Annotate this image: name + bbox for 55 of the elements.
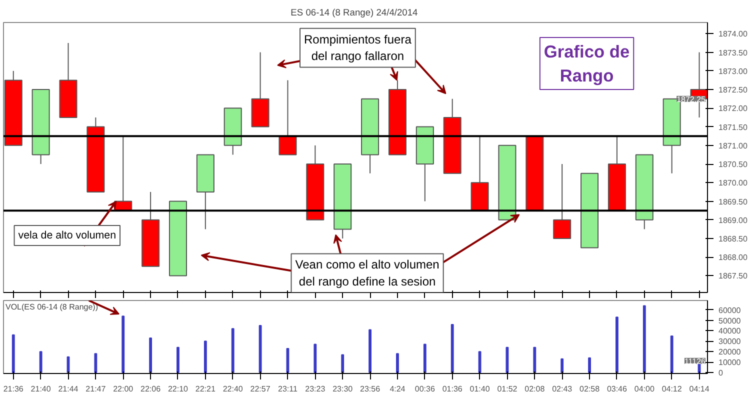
y-tick-label: 0	[718, 368, 724, 378]
y-tick-label: 1869.00	[718, 216, 748, 225]
y-tick-label: 1870.00	[718, 178, 748, 188]
x-tick-label: 22:00	[113, 384, 134, 394]
x-tick-label: 23:30	[332, 384, 354, 394]
x-tick-label: 04:12	[662, 384, 682, 394]
x-tick-label: 01:52	[497, 384, 518, 394]
x-tick-label: 23:23	[305, 384, 326, 394]
annotation: 1872.25	[676, 94, 706, 104]
y-tick-label: 1872.50	[718, 86, 748, 95]
y-tick-label: 30000	[718, 337, 742, 346]
x-tick-label: 22:40	[222, 384, 244, 394]
chart-title: VOL(ES 06-14 (8 Range))	[6, 302, 98, 312]
y-tick-label: 1867.50	[718, 272, 748, 281]
y-tick-label: 40000	[718, 326, 742, 336]
x-tick-label: 00:36	[414, 384, 436, 394]
x-tick-label: 22:10	[168, 384, 189, 394]
annotation: vela de alto volumen	[18, 230, 116, 242]
x-tick-label: 21:36	[3, 384, 24, 394]
x-tick-label: 22:06	[140, 384, 162, 394]
x-tick-label: 21:40	[30, 384, 52, 394]
y-tick-label: 1870.50	[718, 160, 748, 170]
y-tick-label: 60000	[718, 306, 742, 315]
y-tick-label: 1872.00	[718, 104, 748, 114]
y-tick-label: 1874.00	[718, 30, 748, 39]
x-tick-label: 22:21	[195, 384, 216, 394]
x-tick-label: 22:57	[250, 384, 271, 394]
y-tick-label: 1868.00	[718, 253, 748, 262]
y-tick-label: 10000	[718, 358, 742, 368]
x-tick-label: 02:58	[580, 384, 600, 394]
y-tick-label: 1868.50	[718, 234, 748, 244]
x-tick-label: 21:47	[86, 384, 106, 394]
y-tick-label: 1871.50	[718, 122, 748, 132]
x-tick-label: 23:56	[360, 384, 381, 394]
y-tick-label: 20000	[718, 348, 742, 357]
annotation: 11126	[684, 356, 706, 366]
x-tick-label: 04:14	[689, 384, 710, 394]
x-tick-label: 02:43	[552, 384, 573, 394]
annotation: Rompimientos fuera del rango fallaron	[304, 32, 412, 64]
x-tick-label: 02:08	[524, 384, 546, 394]
y-tick-label: 1869.50	[718, 197, 748, 206]
x-tick-label: 23:11	[278, 384, 298, 394]
x-tick-label: 01:36	[442, 384, 463, 394]
annotation: Vean como el alto volumen del rango define la sesion	[295, 258, 440, 289]
x-tick-label: 04:00	[634, 384, 655, 394]
y-tick-label: 50000	[718, 316, 742, 326]
y-tick-label: 1871.00	[718, 141, 748, 150]
x-tick-label: 4:24	[390, 384, 406, 394]
x-tick-label: 21:44	[58, 384, 79, 394]
x-tick-label: 03:46	[606, 384, 628, 394]
chart-title: ES 06-14 (8 Range) 24/4/2014	[290, 8, 418, 18]
annotation: Grafico de Rango	[544, 41, 630, 86]
x-tick-label: 01:40	[470, 384, 490, 394]
y-tick-label: 1873.50	[718, 48, 748, 58]
y-tick-label: 1873.00	[718, 66, 748, 76]
